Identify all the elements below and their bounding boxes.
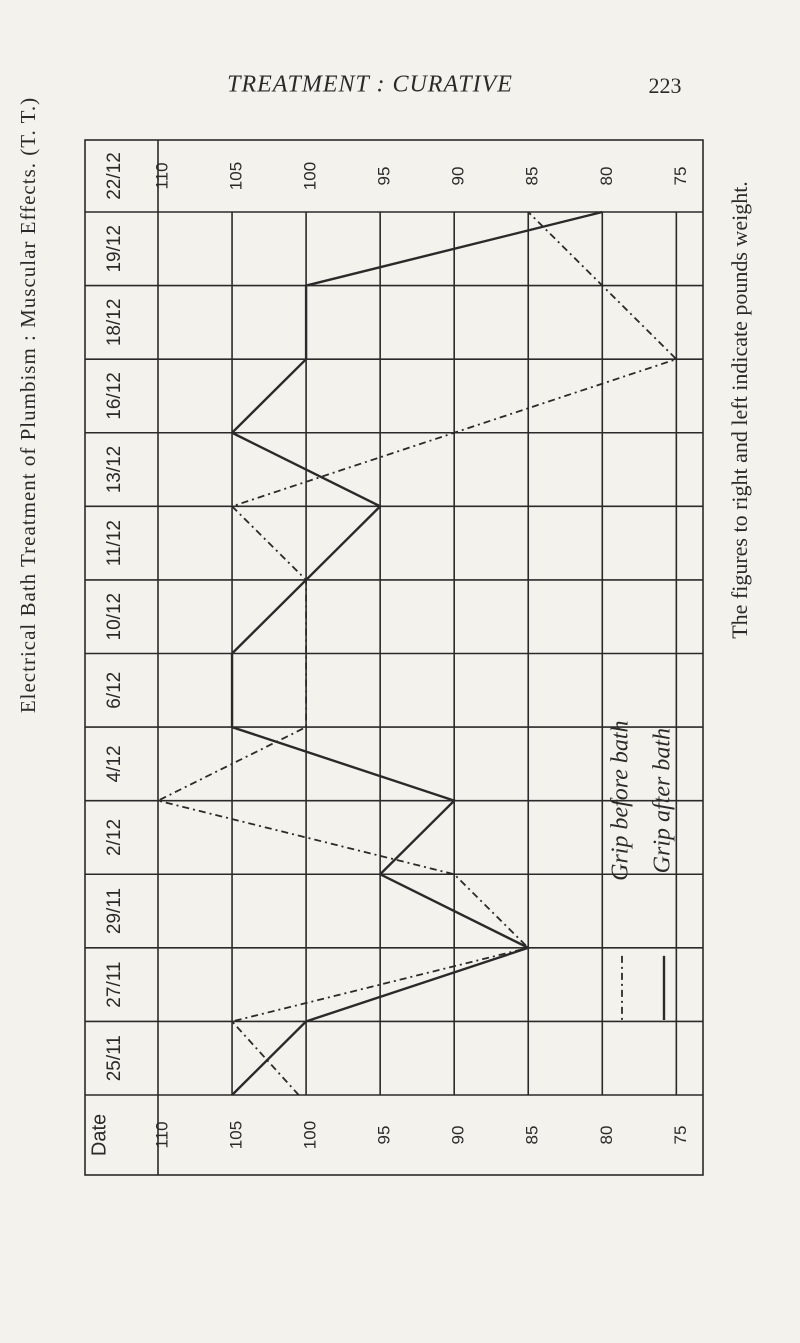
x-tick-label-top: 75 xyxy=(671,167,690,186)
date-label: 19/12 xyxy=(104,225,125,273)
x-tick-label-bottom: 100 xyxy=(301,1121,320,1149)
date-label: 16/12 xyxy=(104,372,125,420)
date-label: 4/12 xyxy=(104,745,125,782)
chart-frame xyxy=(84,139,704,1176)
date-label: 18/12 xyxy=(104,299,125,347)
x-tick-label-bottom: 85 xyxy=(523,1126,542,1145)
caption: The figures to right and left indicate p… xyxy=(727,181,752,639)
x-tick-label-bottom: 95 xyxy=(375,1126,394,1145)
running-head: Electrical Bath Treatment of Plumbism : … xyxy=(16,97,40,713)
x-tick-label-bottom: 75 xyxy=(671,1126,690,1145)
date-label: 29/11 xyxy=(104,888,125,934)
legend-label: Grip before bath xyxy=(608,720,634,880)
legend-label: Grip after bath xyxy=(650,728,676,873)
date-label: 27/11 xyxy=(104,962,125,1008)
series-line xyxy=(230,210,603,1096)
page-number: 223 xyxy=(649,73,682,98)
x-tick-label-bottom: 105 xyxy=(227,1121,246,1149)
date-label: 13/12 xyxy=(104,446,125,494)
x-tick-label-top: 85 xyxy=(523,167,542,186)
x-tick-label-bottom: 80 xyxy=(597,1126,616,1145)
x-tick-label-top: 95 xyxy=(375,167,394,186)
x-tick-label-top: 110 xyxy=(152,162,171,189)
date-label: 11/12 xyxy=(104,520,125,566)
date-label: 25/11 xyxy=(104,1035,125,1081)
page-title: TREATMENT : CURATIVE xyxy=(227,72,513,98)
x-tick-label-top: 90 xyxy=(449,167,468,186)
x-tick-label-bottom: 110 xyxy=(152,1121,171,1148)
x-tick-label-top: 100 xyxy=(301,162,320,190)
date-label: 10/12 xyxy=(104,593,125,641)
category-axis-label: Date xyxy=(88,1114,110,1156)
date-label: 6/12 xyxy=(104,672,125,709)
x-tick-label-top: 105 xyxy=(227,162,246,190)
date-label: 22/12 xyxy=(104,152,125,200)
date-label: 2/12 xyxy=(104,819,125,856)
x-tick-label-bottom: 90 xyxy=(449,1126,468,1145)
x-tick-label-top: 80 xyxy=(597,167,616,186)
